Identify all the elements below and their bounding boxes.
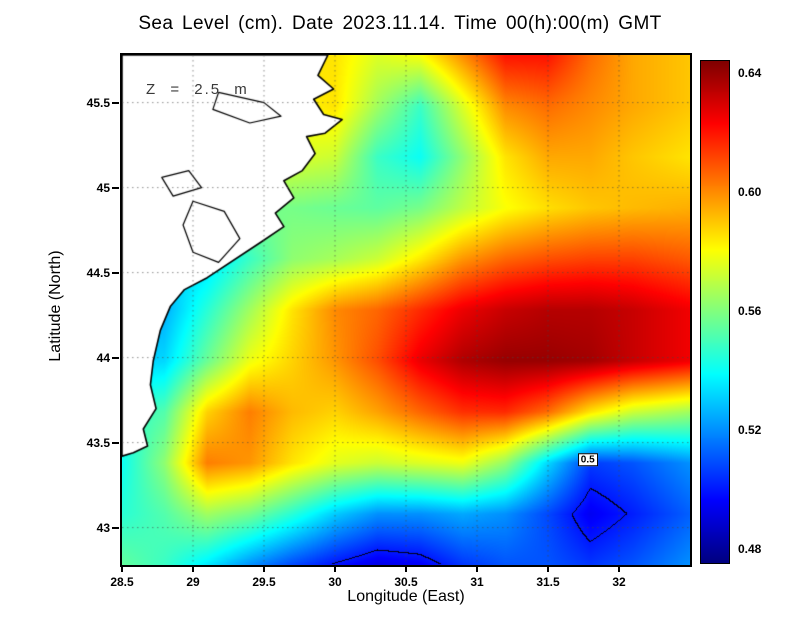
x-tick-label: 32 [612, 575, 626, 589]
x-tick [547, 565, 549, 572]
y-tick-label: 45 [96, 180, 110, 195]
x-tick-label: 30 [328, 575, 342, 589]
y-tick [112, 186, 119, 189]
x-tick-label: 31.5 [536, 575, 560, 589]
y-tick [112, 441, 119, 444]
x-tick-label: 30.5 [394, 575, 418, 589]
x-tick-label: 28.5 [110, 575, 134, 589]
x-tick [334, 565, 336, 572]
colorbar-tick-label: 0.60 [738, 185, 762, 200]
y-tick-label: 44.5 [86, 265, 110, 280]
x-tick [263, 565, 265, 572]
plot-area: Z = 2.5 m 0.5 [120, 53, 692, 567]
y-tick [112, 356, 119, 359]
colorbar-tick-label: 0.56 [738, 304, 762, 318]
y-tick-label: 43.5 [86, 435, 110, 450]
y-tick-label: 45.5 [86, 95, 110, 110]
x-tick [618, 565, 620, 572]
colorbar-tick-label: 0.52 [738, 422, 762, 437]
contour-label: 0.5 [577, 452, 598, 467]
x-tick [405, 565, 407, 572]
heatmap-canvas [122, 55, 690, 565]
x-tick-label: 31 [470, 575, 484, 589]
colorbar-tick-label: 0.48 [738, 541, 762, 556]
x-tick [121, 565, 123, 572]
x-tick-label: 29.5 [252, 575, 276, 589]
depth-annotation: Z = 2.5 m [146, 81, 249, 98]
y-tick [112, 526, 119, 529]
y-tick [112, 101, 119, 104]
y-tick [112, 271, 119, 274]
colorbar-gradient [700, 60, 730, 564]
y-tick-label: 43 [96, 520, 110, 535]
colorbar [700, 60, 730, 564]
x-axis-label: Longitude (East) [347, 588, 465, 605]
colorbar-tick-label: 0.64 [738, 66, 762, 81]
x-tick [476, 565, 478, 572]
chart-title: Sea Level (cm). Date 2023.11.14. Time 00… [138, 13, 662, 34]
y-tick-label: 44 [96, 350, 110, 365]
x-tick [192, 565, 194, 572]
x-tick-label: 29 [186, 575, 200, 589]
